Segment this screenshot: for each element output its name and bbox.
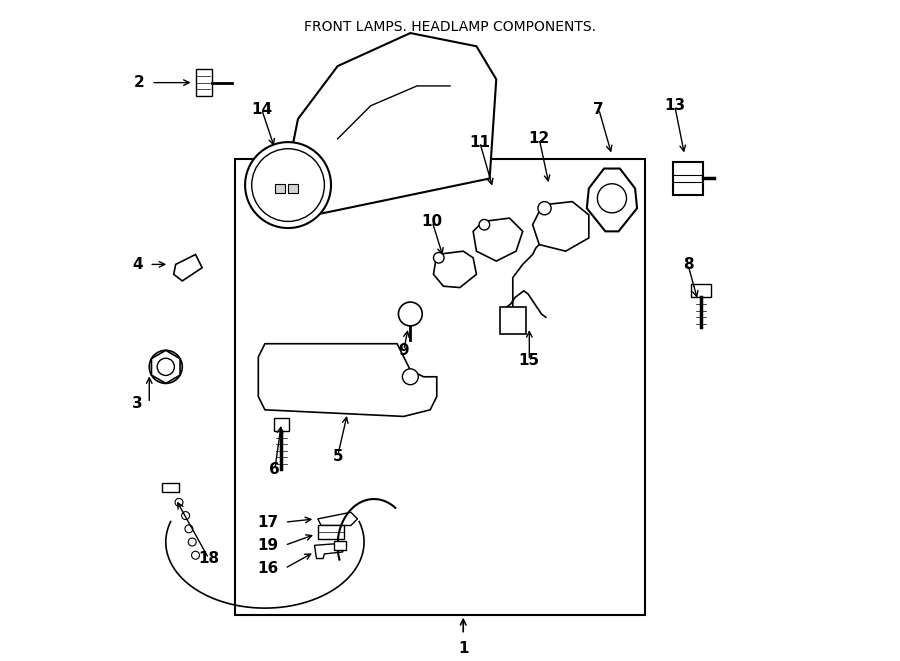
- Text: 16: 16: [256, 561, 278, 576]
- Polygon shape: [195, 69, 212, 96]
- Polygon shape: [318, 512, 357, 525]
- Circle shape: [399, 302, 422, 326]
- Polygon shape: [691, 284, 711, 297]
- Circle shape: [184, 525, 193, 533]
- Polygon shape: [174, 254, 203, 281]
- Text: 7: 7: [593, 102, 604, 116]
- Text: 3: 3: [132, 396, 142, 410]
- Polygon shape: [258, 344, 436, 416]
- Polygon shape: [473, 218, 523, 261]
- Circle shape: [149, 350, 183, 383]
- Text: 17: 17: [257, 515, 278, 529]
- Text: 19: 19: [257, 538, 278, 553]
- Text: 15: 15: [518, 353, 540, 368]
- Text: 4: 4: [132, 257, 142, 272]
- Text: 12: 12: [528, 132, 550, 146]
- Text: 5: 5: [332, 449, 343, 463]
- Bar: [318, 525, 344, 539]
- Circle shape: [245, 142, 331, 228]
- Circle shape: [402, 369, 418, 385]
- Polygon shape: [314, 543, 343, 559]
- FancyBboxPatch shape: [673, 162, 703, 195]
- Circle shape: [158, 358, 175, 375]
- Polygon shape: [434, 251, 476, 288]
- Polygon shape: [587, 169, 637, 231]
- Bar: [235, 159, 645, 615]
- Circle shape: [598, 184, 626, 213]
- Circle shape: [252, 149, 324, 221]
- Circle shape: [175, 498, 183, 506]
- Bar: [500, 307, 526, 334]
- Text: 11: 11: [469, 135, 491, 149]
- Text: 9: 9: [399, 343, 409, 358]
- Circle shape: [479, 219, 490, 230]
- Polygon shape: [151, 350, 180, 383]
- Polygon shape: [533, 202, 589, 251]
- Text: 8: 8: [682, 257, 693, 272]
- Polygon shape: [274, 418, 290, 431]
- Text: 6: 6: [269, 462, 280, 477]
- Bar: [334, 541, 346, 550]
- Text: 13: 13: [664, 98, 685, 113]
- Circle shape: [434, 253, 444, 263]
- Text: FRONT LAMPS. HEADLAMP COMPONENTS.: FRONT LAMPS. HEADLAMP COMPONENTS.: [304, 20, 596, 34]
- Text: 2: 2: [134, 75, 145, 90]
- Text: 1: 1: [458, 641, 469, 656]
- Polygon shape: [284, 33, 496, 218]
- Text: 14: 14: [251, 102, 272, 116]
- Text: 10: 10: [421, 214, 443, 229]
- Bar: [274, 184, 284, 193]
- Text: 18: 18: [198, 551, 220, 566]
- Circle shape: [182, 512, 190, 520]
- Bar: [163, 483, 179, 492]
- Circle shape: [188, 538, 196, 546]
- Circle shape: [538, 202, 551, 215]
- Circle shape: [192, 551, 200, 559]
- Bar: [288, 184, 298, 193]
